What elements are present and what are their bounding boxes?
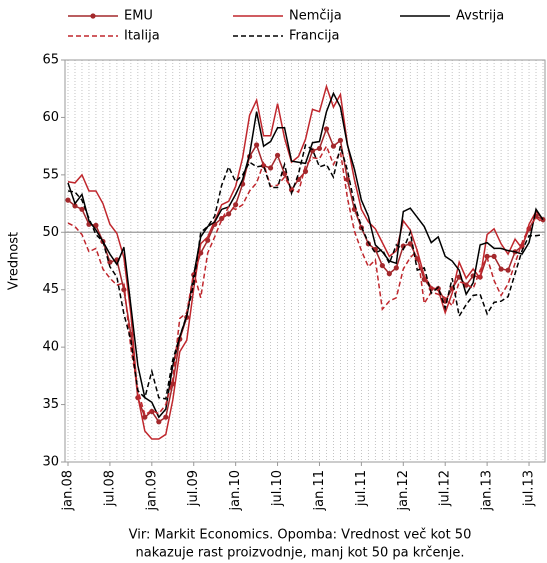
series-marker (330, 143, 337, 149)
y-tick-label: 35 (42, 397, 59, 412)
x-tick-label: jul.09 (186, 470, 201, 507)
series-marker (65, 197, 71, 203)
x-tick-label: jan.11 (312, 470, 327, 512)
series-line (67, 144, 544, 417)
x-tick-label: jul.12 (438, 470, 453, 507)
source-note: Vir: Markit Economics. Opomba: Vrednost … (129, 528, 472, 543)
series-marker (337, 137, 344, 143)
legend-marker (90, 13, 96, 19)
series-marker (316, 145, 323, 152)
series-marker (149, 408, 155, 415)
series-line (67, 143, 544, 400)
x-tick-label: jan.13 (480, 470, 495, 512)
series-marker (379, 262, 385, 269)
series-marker (156, 419, 162, 425)
source-note: nakazuje rast proizvodnje, manj kot 50 p… (136, 546, 465, 561)
series-marker (93, 222, 99, 228)
y-tick-label: 65 (42, 53, 59, 68)
y-tick-label: 40 (42, 340, 59, 355)
series-marker (72, 203, 78, 209)
series-marker (302, 168, 309, 175)
series-marker (386, 271, 392, 277)
series-line (67, 83, 544, 440)
series-marker (254, 142, 260, 148)
y-tick-label: 45 (42, 282, 59, 297)
series-marker (393, 265, 399, 271)
series-marker (233, 202, 239, 208)
y-tick-label: 55 (42, 167, 59, 182)
x-tick-label: jul.11 (354, 470, 369, 507)
series-marker (142, 414, 148, 420)
legend-label: Avstrija (456, 9, 504, 24)
y-tick-label: 60 (42, 110, 59, 125)
x-tick-label: jul.13 (522, 470, 537, 507)
x-tick-label: jan.12 (396, 470, 411, 512)
x-tick-label: jan.08 (61, 470, 76, 512)
legend-label: EMU (124, 9, 153, 24)
series-marker (505, 267, 511, 273)
x-tick-label: jul.10 (270, 470, 285, 507)
y-axis-label: Vrednost (7, 232, 22, 290)
series-marker (79, 206, 85, 212)
plot-frame (64, 59, 546, 463)
y-tick-label: 30 (42, 455, 59, 470)
series-marker (170, 381, 176, 387)
series-line (67, 91, 544, 419)
y-tick-label: 50 (42, 225, 59, 240)
x-tick-label: jan.09 (144, 470, 159, 512)
series-marker (163, 414, 169, 420)
x-tick-label: jan.10 (228, 470, 243, 512)
series-marker (498, 266, 504, 272)
series-marker (323, 126, 330, 132)
series-marker (491, 253, 497, 260)
series-marker (226, 211, 232, 217)
legend-label: Nemčija (289, 9, 342, 24)
series-marker (260, 163, 267, 169)
x-tick-label: jul.08 (102, 470, 117, 507)
series-marker (267, 165, 274, 171)
series-marker (344, 176, 351, 183)
legend-label: Francija (289, 29, 339, 44)
series-marker (274, 152, 281, 158)
legend-label: Italija (124, 29, 160, 44)
series-marker (121, 287, 127, 293)
series-marker (407, 241, 413, 247)
